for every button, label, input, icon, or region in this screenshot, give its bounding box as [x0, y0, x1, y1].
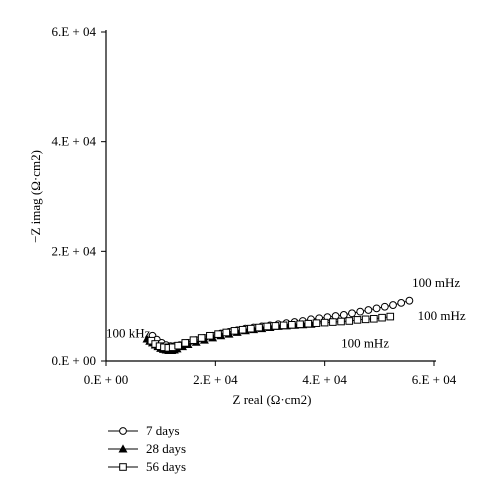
data-point [174, 341, 182, 350]
data-point [181, 339, 190, 347]
data-point [197, 334, 206, 342]
data-point [271, 322, 280, 330]
data-point [312, 319, 321, 327]
data-point [345, 317, 354, 325]
data-point [288, 321, 296, 329]
data-point [397, 298, 406, 307]
data-point [361, 315, 370, 324]
data-point [206, 331, 214, 340]
axes: 0.E + 00 2.E + 04 4.E + 04 6.E + 04 0.E + 00… [28, 24, 457, 407]
series-layer [142, 296, 414, 355]
data-point [247, 324, 255, 333]
annotation-label: 100 mHz [418, 308, 466, 323]
annotation-label: 100 mHz [412, 275, 460, 290]
data-point [279, 321, 288, 330]
data-point [353, 316, 362, 324]
annotation-label: 100 kHz [106, 325, 151, 340]
data-point [337, 317, 345, 326]
data-point [320, 318, 329, 327]
annotations: 100 kHz 100 mHz 100 mHz 100 mHz [106, 275, 466, 350]
data-point [214, 330, 222, 338]
x-tick-label: 2.E + 04 [193, 372, 238, 387]
x-tick-label: 4.E + 04 [302, 372, 347, 387]
data-point [255, 323, 263, 332]
data-point [364, 306, 373, 314]
y-tick-label: 0.E + 00 [51, 353, 96, 368]
data-point [356, 307, 365, 316]
legend-marker [118, 444, 128, 453]
data-point [304, 319, 313, 328]
x-axis-title: Z real (Ω·cm2) [233, 392, 312, 407]
data-point [370, 314, 378, 323]
data-point [348, 309, 356, 318]
legend-label: 56 days [146, 459, 186, 474]
y-tick-label: 4.E + 04 [51, 134, 96, 149]
data-point [380, 302, 389, 311]
data-point [230, 327, 239, 335]
legend-label: 28 days [146, 441, 186, 456]
y-axis-title: −Z imag (Ω·cm2) [28, 150, 43, 243]
data-point [405, 296, 414, 305]
legend-marker [119, 427, 127, 435]
data-point [378, 313, 386, 322]
x-tick-label: 0.E + 00 [84, 372, 129, 387]
y-tick-label: 2.E + 04 [51, 243, 96, 258]
series-56-days [147, 312, 395, 352]
data-point [222, 328, 231, 337]
data-point [238, 325, 247, 334]
data-point [296, 320, 304, 329]
data-point [389, 301, 397, 309]
data-point [386, 312, 395, 321]
x-tick-label: 6.E + 04 [412, 372, 457, 387]
data-point [329, 318, 337, 326]
legend-marker [119, 463, 127, 471]
legend: 7 days 28 days 56 days [108, 423, 186, 474]
data-point [372, 304, 381, 313]
legend-label: 7 days [146, 423, 180, 438]
annotation-label: 100 mHz [341, 335, 389, 350]
data-point [263, 322, 272, 331]
data-point [189, 336, 198, 344]
y-tick-label: 6.E + 04 [51, 24, 96, 39]
